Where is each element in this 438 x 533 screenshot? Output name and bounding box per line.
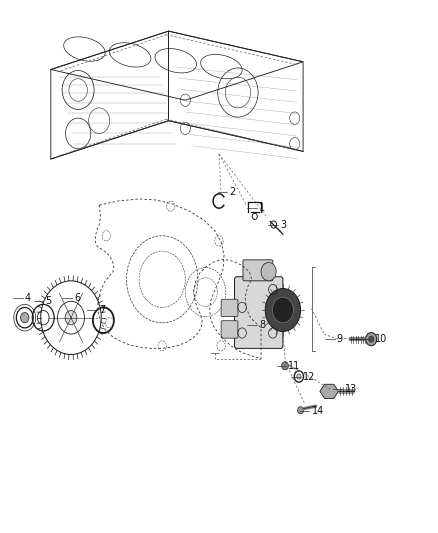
Text: 4: 4 bbox=[25, 293, 31, 303]
Text: 1: 1 bbox=[259, 203, 265, 213]
FancyBboxPatch shape bbox=[221, 321, 238, 338]
Circle shape bbox=[297, 374, 301, 379]
Circle shape bbox=[282, 362, 288, 370]
Circle shape bbox=[261, 262, 276, 281]
Text: 12: 12 bbox=[303, 372, 315, 382]
FancyBboxPatch shape bbox=[243, 260, 273, 281]
Circle shape bbox=[369, 336, 374, 342]
Text: 7: 7 bbox=[99, 305, 106, 315]
Text: 3: 3 bbox=[280, 220, 286, 230]
Circle shape bbox=[272, 297, 293, 323]
Text: 8: 8 bbox=[259, 320, 265, 330]
Circle shape bbox=[366, 333, 377, 346]
Text: 5: 5 bbox=[46, 296, 52, 306]
Circle shape bbox=[265, 288, 300, 332]
Circle shape bbox=[21, 312, 29, 323]
Circle shape bbox=[65, 311, 77, 325]
Circle shape bbox=[298, 407, 304, 414]
Text: 9: 9 bbox=[337, 334, 343, 344]
Polygon shape bbox=[320, 384, 339, 399]
Text: 6: 6 bbox=[74, 293, 80, 303]
Text: 13: 13 bbox=[345, 384, 357, 394]
FancyBboxPatch shape bbox=[221, 299, 238, 317]
Text: 11: 11 bbox=[288, 361, 300, 372]
FancyBboxPatch shape bbox=[235, 277, 283, 349]
Text: 2: 2 bbox=[230, 187, 236, 197]
Text: 10: 10 bbox=[374, 334, 387, 344]
Text: 14: 14 bbox=[311, 406, 324, 416]
